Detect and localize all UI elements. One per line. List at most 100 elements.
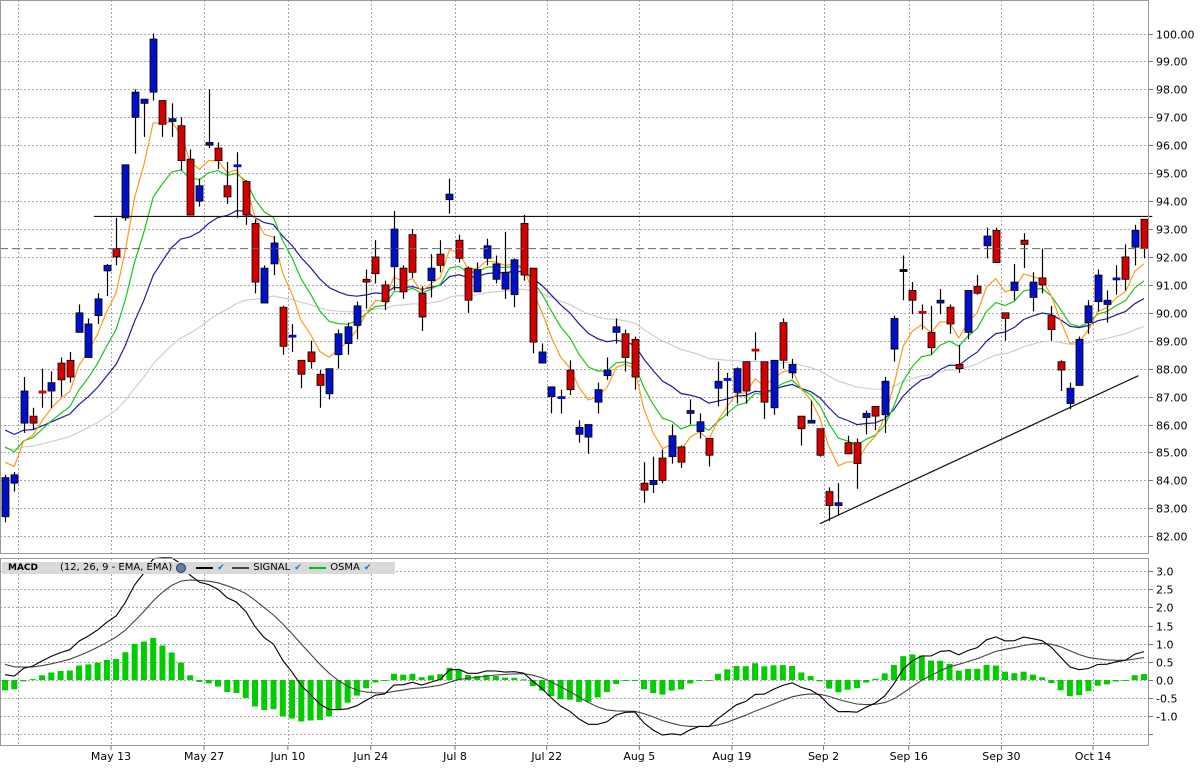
osma-bar <box>566 680 573 700</box>
candle <box>381 280 390 311</box>
osma-bar <box>594 680 601 698</box>
candle <box>696 413 705 439</box>
candle <box>742 361 751 404</box>
candle <box>140 98 149 137</box>
osma-bar <box>576 680 583 702</box>
candle <box>38 368 47 408</box>
candle-body <box>1047 315 1056 330</box>
candle <box>899 255 908 301</box>
osma-bar <box>168 652 175 681</box>
macd-visible-checkbox[interactable]: ✔ <box>217 562 225 573</box>
macd-line-swatch <box>196 567 214 569</box>
osma-bar <box>57 671 64 681</box>
osma-bar <box>224 680 231 692</box>
osma-bar <box>705 680 712 682</box>
candle <box>103 263 112 297</box>
macd-tick-label: -1.0 <box>1156 711 1177 724</box>
price-tick-label: 92.00 <box>1156 252 1188 265</box>
candle <box>10 472 19 492</box>
osma-bar <box>187 675 194 681</box>
osma-bar <box>29 679 36 681</box>
candle-body <box>288 334 297 338</box>
osma-bar <box>1020 671 1027 681</box>
candle-body <box>760 361 769 403</box>
candle <box>297 359 306 389</box>
osma-bar <box>1113 680 1120 682</box>
candle <box>371 240 380 284</box>
candle-body <box>140 98 149 104</box>
signal-visible-checkbox[interactable]: ✔ <box>294 562 302 573</box>
candle-body <box>992 230 1001 263</box>
osma-bar <box>76 665 83 681</box>
candle <box>29 407 38 431</box>
date-tick-label: Jul 22 <box>530 750 562 763</box>
candle <box>1112 265 1121 295</box>
candle <box>844 435 853 455</box>
osma-bar <box>455 669 462 681</box>
osma-bar <box>668 680 675 691</box>
osma-bar <box>298 680 305 722</box>
candle-body <box>834 502 843 506</box>
candle <box>871 405 880 431</box>
candle-body <box>825 491 834 506</box>
candle <box>890 315 899 362</box>
date-tick-label: Oct 14 <box>1075 750 1112 763</box>
osma-bar <box>446 667 453 681</box>
osma-bar <box>270 680 277 710</box>
osma-bar <box>687 680 694 684</box>
candle <box>603 357 612 380</box>
candle <box>1084 300 1093 334</box>
candle-body <box>557 396 566 399</box>
price-tick-label: 97.00 <box>1156 112 1188 125</box>
candle <box>658 449 667 484</box>
osma-bar <box>261 680 268 710</box>
candle <box>362 269 371 309</box>
candle-body <box>381 284 390 303</box>
osma-visible-checkbox[interactable]: ✔ <box>363 562 372 573</box>
candle <box>436 240 445 273</box>
osma-bar <box>539 680 546 691</box>
candle <box>751 332 760 361</box>
candle <box>779 318 788 369</box>
osma-bar <box>742 666 749 681</box>
candle-body <box>908 290 917 301</box>
candle-body <box>57 362 66 381</box>
candle <box>279 305 288 355</box>
price-tick-label: 85.00 <box>1156 447 1188 460</box>
candle <box>631 336 640 390</box>
price-tick-label: 90.00 <box>1156 308 1188 321</box>
settings-globe-icon[interactable] <box>176 563 187 573</box>
candle <box>770 359 779 415</box>
candle-body <box>899 269 908 272</box>
candle-body <box>603 369 612 377</box>
osma-bar <box>326 680 333 717</box>
candle <box>205 89 214 149</box>
candle-body <box>103 264 112 272</box>
candle-body <box>279 306 288 347</box>
candle-body <box>223 185 232 198</box>
candle-body <box>853 442 862 465</box>
candle <box>621 329 630 372</box>
osma-bar <box>918 655 925 681</box>
candle-body <box>955 364 964 370</box>
candle-body <box>436 253 445 266</box>
candle <box>936 289 945 315</box>
ema-long-line <box>4 288 1145 450</box>
osma-bar <box>992 665 999 681</box>
price-tick-label: 94.00 <box>1156 196 1188 209</box>
candle-body <box>168 118 177 122</box>
ema-fast-line <box>4 121 1145 468</box>
osma-bar <box>20 680 27 682</box>
candle-body <box>844 442 853 455</box>
date-tick-label: Sep 16 <box>890 750 928 763</box>
candle-body <box>297 359 306 375</box>
candle <box>825 487 834 521</box>
candle-body <box>1057 361 1066 371</box>
candle-body <box>677 446 686 463</box>
candle-body <box>390 228 399 268</box>
candle-body <box>29 415 38 424</box>
osma-bar <box>372 680 379 683</box>
osma-bar <box>631 680 638 682</box>
osma-bar <box>807 676 814 681</box>
osma-bar <box>1076 680 1083 696</box>
